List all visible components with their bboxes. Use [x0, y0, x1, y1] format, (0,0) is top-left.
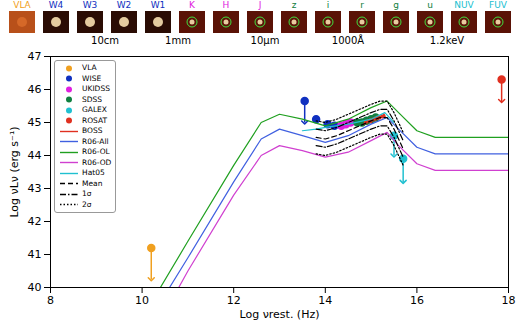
- svg-text:10: 10: [135, 294, 149, 307]
- html-text:W1: W1: [150, 0, 166, 10]
- html-text:1σ: 1σ: [82, 189, 92, 198]
- html-text:WISE: WISE: [82, 73, 102, 83]
- html-text:R06-All: R06-All: [82, 136, 109, 146]
- html-text:K: K: [189, 0, 195, 10]
- svg-text:46: 46: [28, 83, 42, 96]
- html-text:J: J: [258, 0, 262, 10]
- html-text:VLA: VLA: [13, 0, 31, 10]
- html-text:R06-OL: R06-OL: [82, 147, 110, 156]
- svg-text:Log νLν (erg s⁻¹): Log νLν (erg s⁻¹): [8, 126, 21, 217]
- svg-text:Log νrest. (Hz): Log νrest. (Hz): [239, 308, 319, 321]
- html-text:Hat05: Hat05: [82, 168, 105, 177]
- html-text:z: z: [291, 0, 297, 10]
- html-text:W4: W4: [48, 0, 64, 10]
- html-text:r: r: [360, 0, 364, 10]
- html-text:1000Å: 1000Å: [331, 35, 365, 46]
- svg-text:16: 16: [410, 294, 424, 307]
- html-text:BOSS: BOSS: [82, 126, 103, 135]
- html-text:VLA: VLA: [82, 63, 97, 72]
- svg-text:43: 43: [28, 182, 42, 195]
- svg-text:41: 41: [28, 248, 42, 261]
- html-text:SDSS: SDSS: [82, 94, 103, 104]
- html-text:ROSAT: ROSAT: [82, 115, 108, 125]
- html-text:u: u: [427, 0, 433, 10]
- html-text:10cm: 10cm: [91, 35, 119, 46]
- html-text:Mean: Mean: [82, 178, 103, 188]
- svg-text:45: 45: [28, 116, 42, 129]
- html-text:1.2keV: 1.2keV: [429, 35, 465, 46]
- html-text:NUV: NUV: [454, 0, 474, 10]
- html-text:W2: W2: [116, 0, 132, 10]
- html-text:W3: W3: [82, 0, 98, 10]
- html-text:10μm: 10μm: [250, 35, 280, 46]
- svg-text:42: 42: [28, 215, 42, 228]
- svg-text:44: 44: [28, 149, 42, 162]
- html-text:i: i: [326, 0, 330, 10]
- html-text:H: H: [222, 0, 230, 10]
- html-text:UKIDSS: UKIDSS: [82, 84, 110, 93]
- html-text:g: g: [393, 0, 399, 10]
- svg-text:18: 18: [502, 294, 516, 307]
- svg-text:40: 40: [28, 281, 42, 294]
- html-text:GALEX: GALEX: [82, 105, 107, 114]
- html-text:R06-OD: R06-OD: [82, 157, 112, 167]
- svg-text:14: 14: [318, 294, 332, 307]
- svg-text:12: 12: [227, 294, 241, 307]
- svg-text:47: 47: [28, 50, 42, 63]
- html-text:FUV: FUV: [489, 0, 507, 10]
- html-text:2σ: 2σ: [82, 199, 92, 209]
- svg-text:8: 8: [47, 294, 54, 307]
- html-text:1mm: 1mm: [165, 35, 191, 46]
